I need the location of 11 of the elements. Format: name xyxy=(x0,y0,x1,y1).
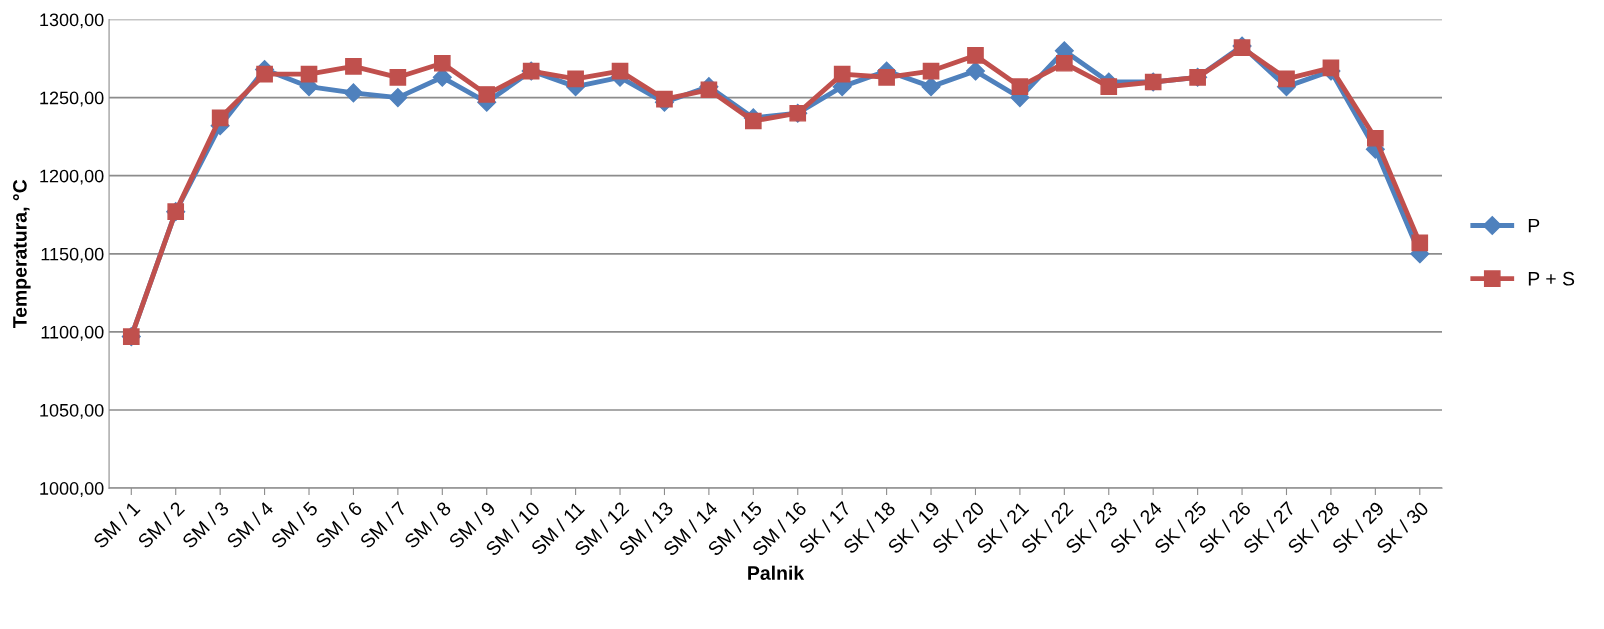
legend-label: P + S xyxy=(1528,271,1575,286)
y-tick-label: 1050,00 xyxy=(40,403,104,419)
x-axis-title: Palnik xyxy=(748,565,805,580)
y-tick-label: 1200,00 xyxy=(40,169,104,185)
y-axis-title: Temperatura, °C xyxy=(13,179,31,329)
y-tick-label: 1150,00 xyxy=(41,247,104,263)
y-tick-label: 1100,00 xyxy=(41,325,104,341)
y-tick-label: 1000,00 xyxy=(40,482,104,497)
legend-label: P xyxy=(1528,218,1540,233)
y-tick-label: 1300,00 xyxy=(40,13,104,29)
y-tick-label: 1250,00 xyxy=(40,91,104,107)
